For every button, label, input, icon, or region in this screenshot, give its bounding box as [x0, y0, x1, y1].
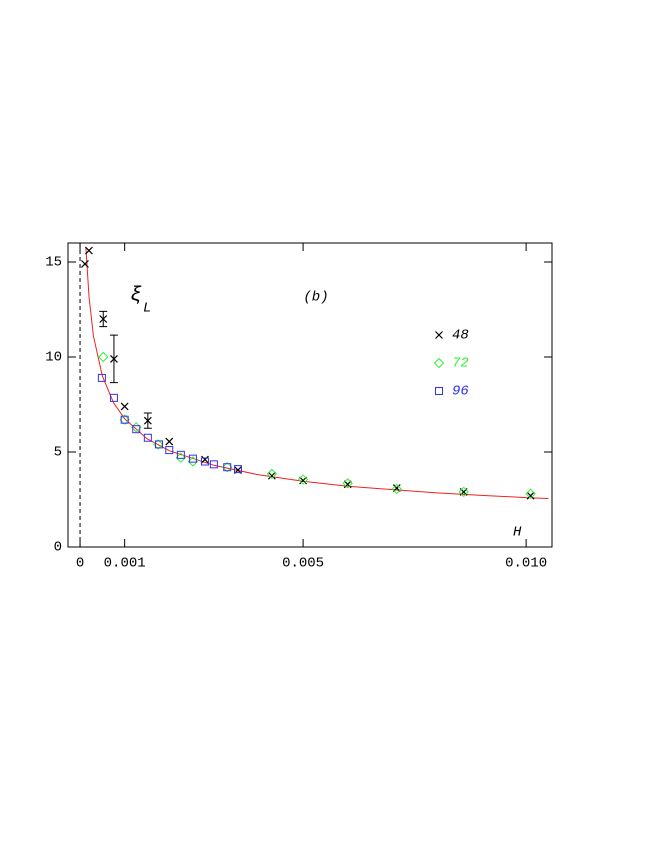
point — [132, 425, 141, 434]
y-tick-label: 10 — [45, 350, 62, 366]
y-tick-label: 5 — [54, 445, 62, 461]
fit-curve — [85, 246, 549, 500]
point — [201, 455, 209, 464]
point — [98, 351, 109, 363]
point — [297, 474, 309, 485]
y-tick-label: 15 — [45, 255, 62, 271]
legend-marker — [433, 357, 445, 369]
point — [109, 393, 118, 402]
point — [299, 476, 308, 485]
plot-frame — [67, 242, 553, 548]
point — [81, 259, 89, 268]
legend-label: 96 — [452, 384, 469, 400]
point — [176, 450, 185, 459]
point — [266, 468, 278, 480]
point — [165, 446, 174, 455]
point — [143, 433, 152, 442]
legend-marker — [435, 331, 443, 339]
point — [233, 465, 242, 474]
x-tick-label: 0.001 — [104, 556, 146, 572]
point — [223, 463, 232, 472]
x-tick-label: 0 — [76, 556, 84, 572]
point — [120, 415, 129, 424]
error-bar — [143, 412, 152, 429]
point — [391, 483, 402, 495]
x-axis-label: H — [513, 525, 522, 541]
point — [526, 491, 535, 500]
point — [165, 437, 174, 446]
legend-label: 72 — [452, 356, 469, 372]
panel-label: (b) — [303, 290, 328, 306]
y-tick-label: 0 — [54, 540, 62, 556]
point — [342, 478, 353, 489]
point — [525, 488, 536, 500]
point — [209, 460, 218, 469]
error-bar — [99, 310, 108, 328]
point — [155, 440, 164, 449]
point — [188, 454, 197, 463]
point — [200, 457, 209, 466]
y-symbol: ξ — [130, 284, 142, 307]
error-bar — [109, 334, 118, 384]
x-tick-label: 0.010 — [505, 556, 547, 572]
point — [85, 246, 93, 255]
point — [120, 402, 129, 411]
point — [392, 484, 401, 493]
point — [97, 373, 106, 382]
point — [458, 486, 469, 498]
legend-marker — [435, 387, 443, 395]
x-tick-label: 0.005 — [282, 556, 324, 572]
y-subscript: L — [143, 301, 151, 317]
legend-label: 48 — [452, 328, 469, 344]
point — [267, 471, 276, 480]
point — [343, 480, 352, 489]
